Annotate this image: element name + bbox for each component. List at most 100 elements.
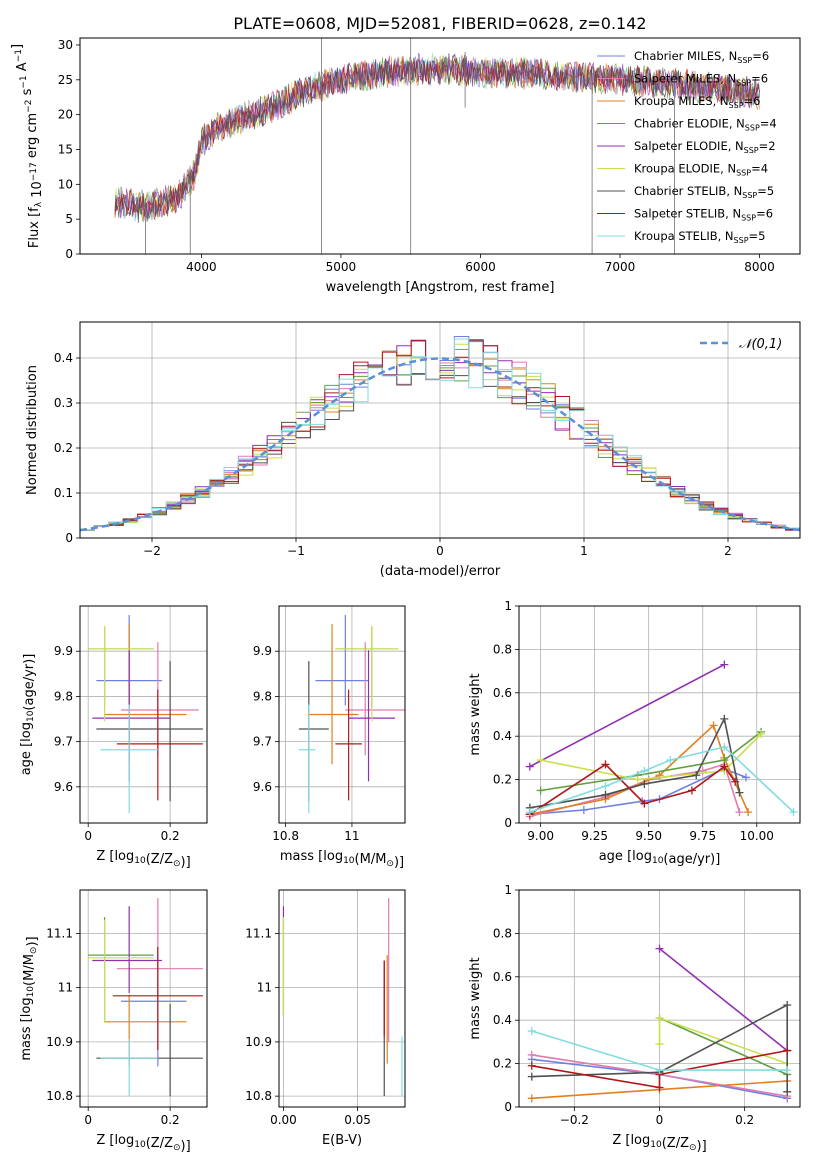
series-marker — [536, 756, 545, 765]
errorbar — [96, 1003, 203, 1097]
y-axis-label: mass [log10(M/M⊙)] — [19, 936, 40, 1060]
x-axis-label: Z [log10(Z/Z⊙)] — [96, 1133, 190, 1154]
x-tick-label: 7000 — [605, 260, 636, 274]
y-tick-label: 11.1 — [245, 926, 272, 940]
plot-area — [525, 660, 798, 821]
legend-label: Salpeter STELIB, NSSP=6 — [634, 207, 773, 223]
series-marker — [655, 1066, 664, 1075]
series-marker — [525, 808, 534, 817]
series-marker — [789, 808, 798, 817]
errorbar — [308, 624, 359, 765]
series — [655, 1014, 792, 1068]
axes-frame — [518, 889, 801, 1108]
axes-frame — [518, 605, 801, 824]
panel-mass-vs-z: 0 0.2 10.8 10.9 11 11.1 Z [log10(Z/Z⊙)] mass [l… — [19, 889, 208, 1154]
spectrum-line — [114, 56, 760, 220]
series-line — [529, 746, 795, 813]
errorbar — [88, 919, 154, 1023]
y-tick-label: 5 — [65, 212, 73, 226]
x-tick-label: 0 — [84, 1113, 92, 1127]
series — [527, 1046, 792, 1092]
axes-frame — [79, 321, 801, 539]
x-tick-label: 9.50 — [635, 829, 662, 843]
series-marker — [601, 790, 610, 799]
plot-area — [88, 898, 203, 1097]
series-marker — [527, 1072, 536, 1081]
y-tick-label: 11 — [257, 981, 272, 995]
errorbar — [120, 946, 187, 1067]
x-tick-label: 4000 — [186, 260, 217, 274]
series-marker — [536, 786, 545, 795]
figure-title: PLATE=0608, MJD=52081, FIBERID=0628, z=0… — [233, 14, 646, 33]
y-tick-label: 0.4 — [493, 729, 512, 743]
plot-area — [527, 944, 792, 1103]
axes-frame — [79, 889, 208, 1108]
x-tick-label: 0 — [84, 829, 92, 843]
series-marker — [601, 782, 610, 791]
x-tick-label: 0.05 — [344, 1113, 371, 1127]
series-marker — [709, 721, 718, 730]
legend-label: Kroupa STELIB, NSSP=5 — [634, 229, 765, 245]
errorbar — [335, 689, 362, 801]
spectrum-line — [114, 56, 760, 221]
y-tick-label: 0.6 — [493, 686, 512, 700]
x-tick-label: 2 — [724, 544, 732, 558]
legend-label: Kroupa ELODIE, NSSP=4 — [634, 162, 768, 178]
x-tick-label: 0 — [656, 1113, 664, 1127]
x-tick-label: 11 — [344, 829, 359, 843]
series-marker — [720, 714, 729, 723]
panel-age-vs-mass: 10.8 11 9.6 9.7 9.8 9.9 mass [log10(M/M⊙)] — [253, 605, 406, 870]
errorbar — [96, 661, 203, 802]
series-marker — [735, 788, 744, 797]
series-marker — [720, 660, 729, 669]
y-tick-label: 11.1 — [46, 926, 73, 940]
x-tick-label: 0.00 — [270, 1113, 297, 1127]
y-axis-label: age [log10(age/yr)] — [19, 654, 37, 776]
errorbar — [335, 626, 399, 722]
errorbar — [88, 626, 154, 722]
legend-label: Salpeter MILES, NSSP=6 — [634, 72, 768, 88]
y-tick-label: 9.8 — [253, 689, 272, 703]
y-tick-label: 9.6 — [253, 780, 272, 794]
y-tick-label: 0 — [65, 247, 73, 261]
panel-age-vs-z: 0 0.2 9.6 9.7 9.8 9.9 Z [log10(Z/Z⊙)] age [log1… — [19, 605, 208, 870]
y-tick-label: 1 — [504, 883, 512, 897]
y-tick-label: 30 — [58, 38, 73, 52]
series-marker — [525, 762, 534, 771]
histogram-series — [80, 338, 800, 531]
panel-mass-vs-ebv: 0.00 0.05 10.8 10.9 11 11.1 E(B-V) — [245, 889, 406, 1148]
y-tick-label: 10.9 — [46, 1035, 73, 1049]
series — [527, 1027, 792, 1075]
y-tick-label: 0.1 — [54, 486, 73, 500]
legend-label: Chabrier MILES, NSSP=6 — [634, 49, 769, 65]
y-axis-label: Normed distribution — [25, 365, 40, 495]
series-marker — [527, 1027, 536, 1036]
series-marker — [687, 786, 696, 795]
y-tick-label: 11 — [58, 981, 73, 995]
y-tick-label: 9.9 — [54, 644, 73, 658]
x-tick-label: 0.2 — [161, 1113, 180, 1127]
x-tick-label: −0.2 — [560, 1113, 589, 1127]
y-tick-label: 15 — [58, 142, 73, 156]
panel-spectrum: 4000 5000 6000 7000 8000 0 5 10 15 20 25 30 waveleng… — [10, 37, 801, 295]
series-line — [540, 733, 762, 781]
histogram-series — [80, 339, 800, 531]
x-axis-label: age [log10(age/yr)] — [599, 849, 721, 867]
series-line — [531, 1049, 788, 1089]
series-marker — [783, 1087, 792, 1096]
series-marker — [633, 775, 642, 784]
series-marker — [579, 805, 588, 814]
series-line — [658, 1016, 788, 1065]
y-tick-label: 25 — [58, 73, 73, 87]
series-marker — [757, 730, 766, 739]
y-axis-label: mass weight — [468, 957, 483, 1039]
y-tick-label: 0 — [65, 531, 73, 545]
series — [525, 660, 729, 771]
errorbar — [104, 994, 187, 1066]
series-marker — [655, 1014, 664, 1023]
errorbar — [100, 704, 158, 814]
errorbar — [104, 624, 187, 765]
x-axis-label: wavelength [Angstrom, rest frame] — [326, 280, 555, 295]
plot-area — [282, 898, 403, 1097]
